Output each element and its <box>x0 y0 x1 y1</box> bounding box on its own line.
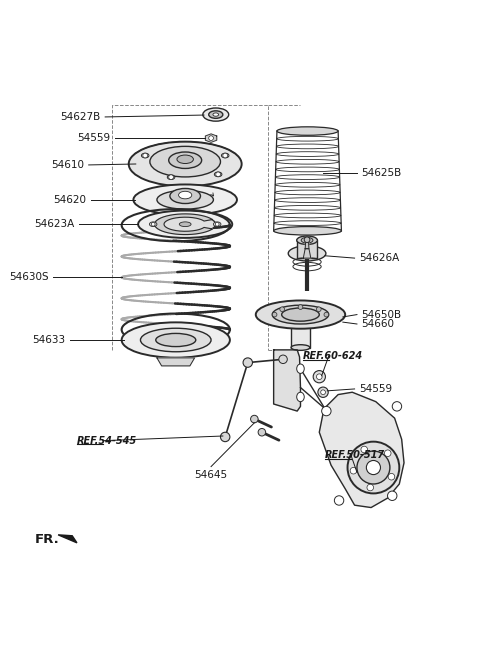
Ellipse shape <box>168 175 175 179</box>
Circle shape <box>313 371 325 383</box>
Ellipse shape <box>291 345 310 351</box>
Text: REF.54-545: REF.54-545 <box>77 435 137 446</box>
Text: 54650B: 54650B <box>361 310 402 319</box>
Circle shape <box>324 312 329 317</box>
Circle shape <box>216 172 220 177</box>
Bar <box>297 240 317 258</box>
Text: 54559: 54559 <box>77 133 110 143</box>
Text: 54625B: 54625B <box>361 168 402 178</box>
Circle shape <box>279 355 288 364</box>
Ellipse shape <box>133 185 237 215</box>
Circle shape <box>216 222 219 226</box>
Circle shape <box>316 307 321 312</box>
Circle shape <box>350 467 357 474</box>
Circle shape <box>298 305 303 309</box>
Circle shape <box>321 390 325 395</box>
Circle shape <box>168 175 173 179</box>
Text: REF.60-624: REF.60-624 <box>303 351 363 361</box>
Text: 54660: 54660 <box>361 319 395 329</box>
Ellipse shape <box>282 308 319 321</box>
Ellipse shape <box>157 191 214 209</box>
Circle shape <box>387 491 397 500</box>
Ellipse shape <box>179 191 192 199</box>
Ellipse shape <box>150 146 220 177</box>
Text: 54559: 54559 <box>360 384 393 394</box>
Text: REF.50-517: REF.50-517 <box>325 450 385 460</box>
Ellipse shape <box>155 215 216 234</box>
Ellipse shape <box>149 222 157 227</box>
Ellipse shape <box>297 236 317 244</box>
Text: 54610: 54610 <box>51 160 84 170</box>
Ellipse shape <box>180 222 191 227</box>
Polygon shape <box>205 134 217 143</box>
Circle shape <box>316 374 322 380</box>
Ellipse shape <box>256 301 345 329</box>
Polygon shape <box>303 249 311 258</box>
Text: 54620: 54620 <box>53 195 86 205</box>
Circle shape <box>384 450 391 457</box>
Ellipse shape <box>272 305 329 324</box>
Polygon shape <box>274 350 300 411</box>
Polygon shape <box>305 242 309 249</box>
Circle shape <box>220 432 230 442</box>
Bar <box>291 314 310 347</box>
Ellipse shape <box>203 108 228 121</box>
Circle shape <box>209 136 214 141</box>
Text: 54627B: 54627B <box>60 112 100 122</box>
Circle shape <box>361 446 368 453</box>
Polygon shape <box>58 535 77 543</box>
Circle shape <box>348 442 399 493</box>
Circle shape <box>223 153 228 158</box>
Ellipse shape <box>277 127 338 135</box>
Ellipse shape <box>129 142 241 187</box>
Text: FR.: FR. <box>35 533 60 546</box>
Polygon shape <box>157 358 194 366</box>
Ellipse shape <box>215 172 222 177</box>
Ellipse shape <box>213 113 218 116</box>
Ellipse shape <box>214 222 221 227</box>
Text: 54623A: 54623A <box>35 219 74 229</box>
Circle shape <box>258 428 265 436</box>
Circle shape <box>388 474 395 480</box>
Circle shape <box>318 387 328 397</box>
Circle shape <box>143 153 147 158</box>
Text: 54626A: 54626A <box>360 253 399 263</box>
Ellipse shape <box>138 211 232 238</box>
Ellipse shape <box>274 227 341 235</box>
Circle shape <box>335 496 344 505</box>
Circle shape <box>272 312 277 317</box>
Circle shape <box>392 402 402 411</box>
Circle shape <box>366 461 381 474</box>
Ellipse shape <box>221 153 229 158</box>
Ellipse shape <box>142 153 149 158</box>
Circle shape <box>357 451 390 484</box>
Ellipse shape <box>141 329 211 352</box>
Polygon shape <box>319 392 404 507</box>
Ellipse shape <box>297 392 304 402</box>
Ellipse shape <box>209 111 223 119</box>
Ellipse shape <box>297 364 304 373</box>
Ellipse shape <box>170 189 201 203</box>
Text: 54645: 54645 <box>194 470 228 480</box>
Ellipse shape <box>121 322 230 358</box>
Ellipse shape <box>301 237 313 243</box>
Ellipse shape <box>168 152 202 168</box>
Text: 54630S: 54630S <box>9 272 48 282</box>
Circle shape <box>151 222 155 226</box>
Circle shape <box>251 415 258 423</box>
Polygon shape <box>155 214 213 235</box>
Text: 54633: 54633 <box>32 335 65 345</box>
Circle shape <box>243 358 252 367</box>
Circle shape <box>304 237 310 242</box>
Ellipse shape <box>156 334 196 347</box>
Circle shape <box>367 484 373 491</box>
Ellipse shape <box>177 155 193 163</box>
Circle shape <box>280 307 285 312</box>
Ellipse shape <box>288 246 326 261</box>
Circle shape <box>322 406 331 416</box>
